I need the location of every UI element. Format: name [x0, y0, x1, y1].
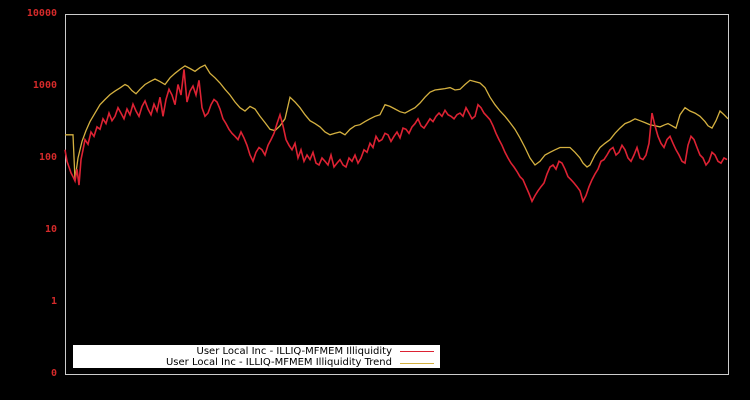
y-tick-label: 0 — [51, 369, 57, 379]
y-tick-label: 1000 — [33, 81, 57, 91]
legend-swatch-trend — [400, 363, 434, 364]
y-tick-label: 10000 — [27, 9, 57, 19]
legend: User Local Inc - ILLIQ-MFMEM Illiquidity… — [73, 345, 440, 368]
y-tick-label: 100 — [39, 153, 57, 163]
plot-area — [66, 15, 729, 375]
y-tick-label: 1 — [51, 297, 57, 307]
legend-label-trend: User Local Inc - ILLIQ-MFMEM Illiquidity… — [166, 357, 392, 368]
y-tick-label: 10 — [45, 225, 57, 235]
legend-swatch-illiquidity — [400, 351, 434, 352]
legend-label-illiquidity: User Local Inc - ILLIQ-MFMEM Illiquidity — [197, 346, 392, 357]
chart-canvas — [0, 0, 750, 400]
